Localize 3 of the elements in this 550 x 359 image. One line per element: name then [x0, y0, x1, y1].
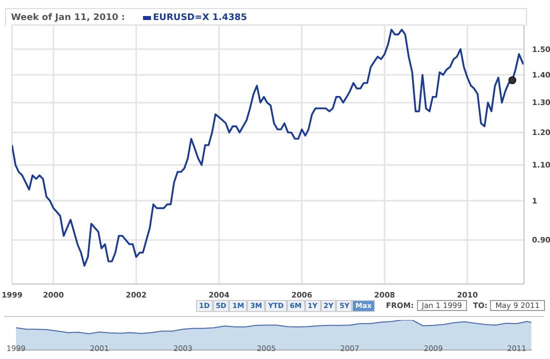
- line-series: [12, 28, 524, 267]
- chart-title: Week of Jan 11, 2010 :: [11, 12, 125, 22]
- legend-label: EURUSD=X 1.4385: [152, 12, 247, 22]
